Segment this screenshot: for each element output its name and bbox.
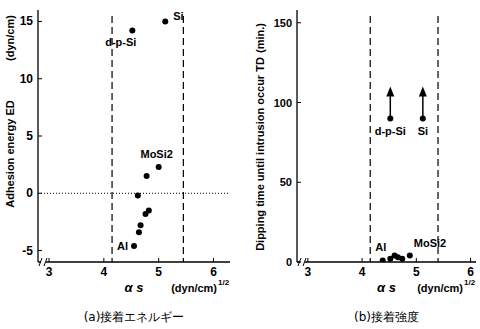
point bbox=[380, 257, 386, 262]
y-axis-label: Dipping time until intrusion occur TD bbox=[254, 57, 266, 251]
y-axis-label: Adhesion energy ED bbox=[4, 100, 16, 208]
point bbox=[138, 222, 144, 228]
plot-area bbox=[370, 16, 438, 262]
y-tick-label: 100 bbox=[274, 97, 292, 109]
x-axis-unit: (dyn/cm) bbox=[171, 282, 217, 294]
reference-line-x bbox=[183, 16, 184, 262]
point bbox=[407, 253, 413, 259]
y-tick bbox=[38, 21, 42, 22]
axis-break bbox=[39, 258, 42, 266]
x-axis-unit: (dyn/cm) bbox=[417, 282, 463, 294]
x-tick-label: 6 bbox=[210, 265, 217, 279]
y-axis bbox=[296, 10, 297, 262]
y-axis-unit: (dyn/cm) bbox=[4, 15, 16, 61]
point-labels: d-p-Si Si MoSi2 Al bbox=[105, 10, 183, 252]
y-tick bbox=[38, 78, 42, 79]
x-tick-label: 5 bbox=[413, 265, 420, 279]
caption: (b)接着強度 bbox=[354, 310, 419, 324]
arrow-shaft bbox=[390, 94, 392, 118]
caption: (a)接着エネルギー bbox=[84, 310, 185, 324]
x-axis bbox=[38, 261, 230, 262]
x-tick-label: 3 bbox=[46, 265, 53, 279]
point bbox=[399, 256, 405, 262]
x-axis-label: α s bbox=[125, 280, 144, 295]
y-tick-label: 0 bbox=[26, 186, 33, 200]
y-tick bbox=[38, 250, 42, 251]
x-tick-label: 4 bbox=[100, 265, 107, 279]
point bbox=[144, 173, 150, 179]
x-tick-label: 3 bbox=[305, 265, 312, 279]
plot-area bbox=[38, 16, 230, 262]
panel: -5 0 5 10 15 3 4 5 6 Adhesion energy ED (dyn/cm) α … bbox=[4, 10, 230, 324]
reference-line-y bbox=[38, 193, 230, 194]
y-tick-label: -5 bbox=[22, 244, 33, 258]
panel: 0 50 100 150 3 4 5 6 Dipping time until intrusio… bbox=[254, 10, 476, 324]
y-axis-unit: (min.) bbox=[254, 23, 266, 53]
x-tick bbox=[362, 258, 363, 262]
point bbox=[131, 243, 137, 249]
reference-line-x bbox=[111, 16, 112, 262]
point-label: d-p-Si bbox=[375, 125, 406, 137]
y-tick bbox=[297, 22, 301, 23]
x-axis-unit-exponent: 1/2 bbox=[464, 278, 476, 287]
reference-line-x bbox=[370, 16, 371, 262]
reference-line-x bbox=[437, 16, 438, 262]
lower-bound-point bbox=[386, 86, 394, 121]
point bbox=[156, 164, 162, 170]
x-axis bbox=[297, 261, 476, 262]
y-tick bbox=[297, 182, 301, 183]
y-tick bbox=[38, 136, 42, 137]
y-tick-label: 5 bbox=[26, 129, 33, 143]
x-tick bbox=[416, 258, 417, 262]
x-axis-unit-exponent: 1/2 bbox=[218, 278, 230, 287]
y-tick-label: 0 bbox=[286, 256, 292, 268]
x-tick bbox=[470, 258, 471, 262]
axis-break bbox=[298, 258, 301, 266]
background bbox=[0, 0, 480, 329]
y-tick-label: 15 bbox=[20, 14, 34, 28]
x-tick-label: 4 bbox=[359, 265, 366, 279]
x-tick bbox=[103, 258, 104, 262]
point-label: Si bbox=[418, 125, 428, 137]
y-tick-label: 50 bbox=[280, 176, 292, 188]
y-tick bbox=[297, 262, 301, 263]
x-tick bbox=[213, 258, 214, 262]
arrow-shaft bbox=[422, 94, 424, 118]
point bbox=[129, 28, 135, 34]
point-label: MoSi2 bbox=[140, 148, 172, 160]
arrow-head bbox=[386, 86, 394, 96]
x-tick-label: 6 bbox=[467, 265, 474, 279]
x-tick bbox=[158, 258, 159, 262]
point bbox=[136, 229, 142, 235]
lower-bound-point bbox=[419, 86, 427, 121]
point bbox=[143, 211, 149, 217]
point-label: d-p-Si bbox=[105, 36, 136, 48]
figure: -5 0 5 10 15 3 4 5 6 Adhesion energy ED (dyn/cm) α … bbox=[0, 0, 480, 329]
x-tick bbox=[307, 258, 308, 262]
arrow-head bbox=[419, 86, 427, 96]
point-label: MoSi2 bbox=[414, 237, 446, 249]
point-labels: Al MoSi2 d-p-Si Si bbox=[375, 125, 447, 253]
point-label: Si bbox=[173, 10, 183, 22]
x-axis-label: α s bbox=[377, 280, 396, 295]
y-tick bbox=[297, 102, 301, 103]
point bbox=[135, 193, 141, 199]
point-label: Al bbox=[117, 240, 128, 252]
x-tick-label: 5 bbox=[155, 265, 162, 279]
point bbox=[162, 18, 168, 24]
x-tick bbox=[48, 258, 49, 262]
point-label: Al bbox=[375, 241, 386, 253]
y-tick-label: 10 bbox=[20, 72, 34, 86]
y-tick-label: 150 bbox=[274, 17, 292, 29]
